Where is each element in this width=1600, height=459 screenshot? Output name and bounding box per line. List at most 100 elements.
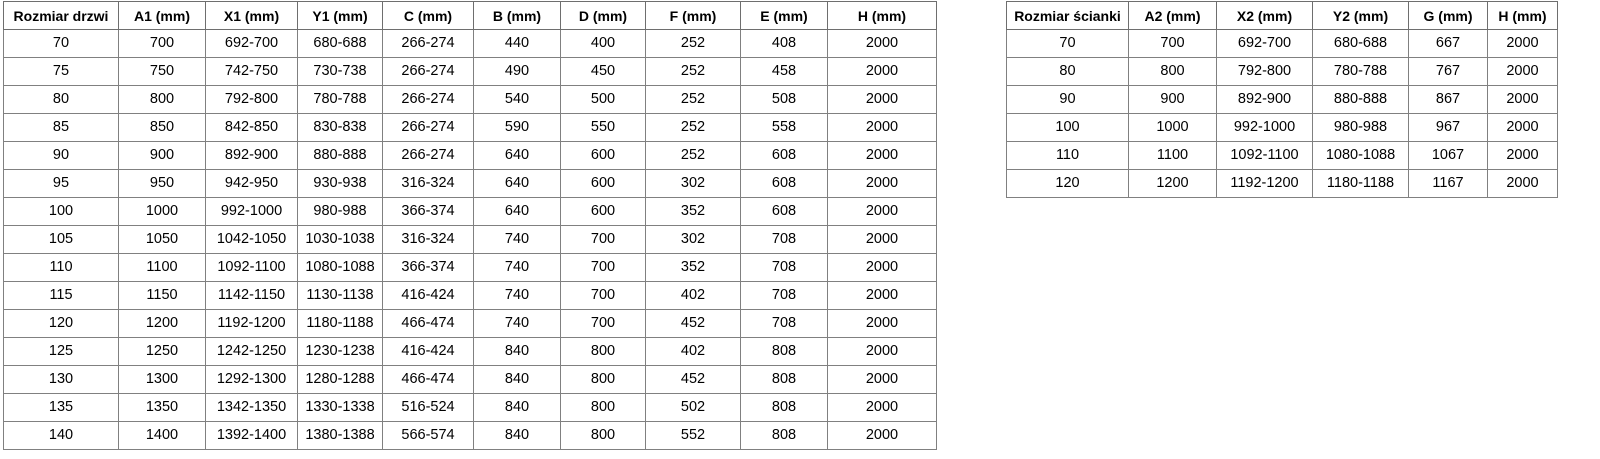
table-cell: 402 <box>645 281 741 310</box>
table-cell: 302 <box>645 225 741 254</box>
table-cell: 115 <box>3 281 119 310</box>
table-cell: 1100 <box>1128 141 1217 170</box>
table-cell: 808 <box>740 393 828 422</box>
table-cell: 900 <box>118 141 206 170</box>
table-cell: 516-524 <box>382 393 474 422</box>
table-row: 85 850 842-850 830-838 266-274 590 550 252 558 20… <box>3 113 937 142</box>
table-cell: 867 <box>1408 85 1488 114</box>
table-cell: 1000 <box>1128 113 1217 142</box>
table-cell: 452 <box>645 309 741 338</box>
table-cell: 942-950 <box>205 169 298 198</box>
table-row: 90 900 892-900 880-888 867 2000 <box>1006 85 1558 114</box>
table-cell: 266-274 <box>382 57 474 86</box>
table-row: 70 700 692-700 680-688 667 2000 <box>1006 29 1558 58</box>
table-cell: 120 <box>3 309 119 338</box>
table-cell: 840 <box>473 421 561 450</box>
table-cell: 667 <box>1408 29 1488 58</box>
table-cell: 125 <box>3 337 119 366</box>
table-cell: 740 <box>473 281 561 310</box>
table-cell: 892-900 <box>1216 85 1313 114</box>
table-cell: 90 <box>3 141 119 170</box>
table-cell: 2000 <box>827 337 937 366</box>
table-cell: 366-374 <box>382 197 474 226</box>
table-cell: 352 <box>645 253 741 282</box>
table-cell: 2000 <box>827 253 937 282</box>
column-header-b: B (mm) <box>473 1 561 30</box>
table-cell: 1392-1400 <box>205 421 298 450</box>
table-cell: 1000 <box>118 197 206 226</box>
table-cell: 352 <box>645 197 741 226</box>
table-cell: 500 <box>560 85 646 114</box>
table-cell: 1292-1300 <box>205 365 298 394</box>
table-row: 130 1300 1292-1300 1280-1288 466-474 840 800 45… <box>3 365 937 394</box>
column-header-d: D (mm) <box>560 1 646 30</box>
table-cell: 967 <box>1408 113 1488 142</box>
table-cell: 808 <box>740 365 828 394</box>
table-cell: 992-1000 <box>1216 113 1313 142</box>
door-size-table: Rozmiar drzwi A1 (mm) X1 (mm) Y1 (mm) C … <box>3 1 937 450</box>
column-header-a2: A2 (mm) <box>1128 1 1217 30</box>
table-row: 75 750 742-750 730-738 266-274 490 450 252 458 20… <box>3 57 937 86</box>
wall-table-body: 70 700 692-700 680-688 667 2000 80 800 792-800 78… <box>1006 29 1558 198</box>
table-cell: 100 <box>1006 113 1129 142</box>
table-cell: 75 <box>3 57 119 86</box>
table-cell: 700 <box>118 29 206 58</box>
table-cell: 708 <box>740 281 828 310</box>
table-cell: 466-474 <box>382 365 474 394</box>
table-cell: 1200 <box>118 309 206 338</box>
table-cell: 608 <box>740 169 828 198</box>
table-row: 80 800 792-800 780-788 266-274 540 500 252 508 20… <box>3 85 937 114</box>
table-cell: 1092-1100 <box>205 253 298 282</box>
table-cell: 95 <box>3 169 119 198</box>
table-cell: 552 <box>645 421 741 450</box>
table-row: 105 1050 1042-1050 1030-1038 316-324 740 700 30… <box>3 225 937 254</box>
table-cell: 808 <box>740 337 828 366</box>
table-cell: 2000 <box>1487 57 1558 86</box>
wall-size-table: Rozmiar ścianki A2 (mm) X2 (mm) Y2 (mm) … <box>1006 1 1558 198</box>
column-header-y2: Y2 (mm) <box>1312 1 1409 30</box>
table-cell: 1167 <box>1408 169 1488 198</box>
table-cell: 2000 <box>827 393 937 422</box>
table-cell: 140 <box>3 421 119 450</box>
table-cell: 950 <box>118 169 206 198</box>
table-cell: 1080-1088 <box>297 253 383 282</box>
table-cell: 2000 <box>827 141 937 170</box>
table-cell: 2000 <box>827 225 937 254</box>
table-cell: 792-800 <box>205 85 298 114</box>
column-header-a1: A1 (mm) <box>118 1 206 30</box>
column-header-rozmiar-drzwi: Rozmiar drzwi <box>3 1 119 30</box>
table-cell: 80 <box>3 85 119 114</box>
table-cell: 708 <box>740 225 828 254</box>
table-cell: 730-738 <box>297 57 383 86</box>
table-cell: 930-938 <box>297 169 383 198</box>
table-cell: 900 <box>1128 85 1217 114</box>
column-header-y1: Y1 (mm) <box>297 1 383 30</box>
table-cell: 800 <box>560 421 646 450</box>
table-cell: 800 <box>118 85 206 114</box>
column-header-rozmiar-scianki: Rozmiar ścianki <box>1006 1 1129 30</box>
table-cell: 1142-1150 <box>205 281 298 310</box>
table-row: 125 1250 1242-1250 1230-1238 416-424 840 800 40… <box>3 337 937 366</box>
table-cell: 90 <box>1006 85 1129 114</box>
table-cell: 402 <box>645 337 741 366</box>
table-row: 135 1350 1342-1350 1330-1338 516-524 840 800 50… <box>3 393 937 422</box>
table-cell: 600 <box>560 141 646 170</box>
table-cell: 1067 <box>1408 141 1488 170</box>
table-row: 115 1150 1142-1150 1130-1138 416-424 740 700 40… <box>3 281 937 310</box>
table-cell: 700 <box>560 309 646 338</box>
table-cell: 1342-1350 <box>205 393 298 422</box>
table-cell: 252 <box>645 141 741 170</box>
table-cell: 302 <box>645 169 741 198</box>
table-cell: 1250 <box>118 337 206 366</box>
table-cell: 700 <box>560 253 646 282</box>
table-cell: 130 <box>3 365 119 394</box>
table-cell: 640 <box>473 197 561 226</box>
table-cell: 316-324 <box>382 169 474 198</box>
table-header-row: Rozmiar ścianki A2 (mm) X2 (mm) Y2 (mm) … <box>1006 1 1558 30</box>
table-cell: 466-474 <box>382 309 474 338</box>
table-cell: 558 <box>740 113 828 142</box>
table-cell: 692-700 <box>205 29 298 58</box>
table-cell: 110 <box>3 253 119 282</box>
door-table-body: 70 700 692-700 680-688 266-274 440 400 252 408 20… <box>3 29 937 450</box>
